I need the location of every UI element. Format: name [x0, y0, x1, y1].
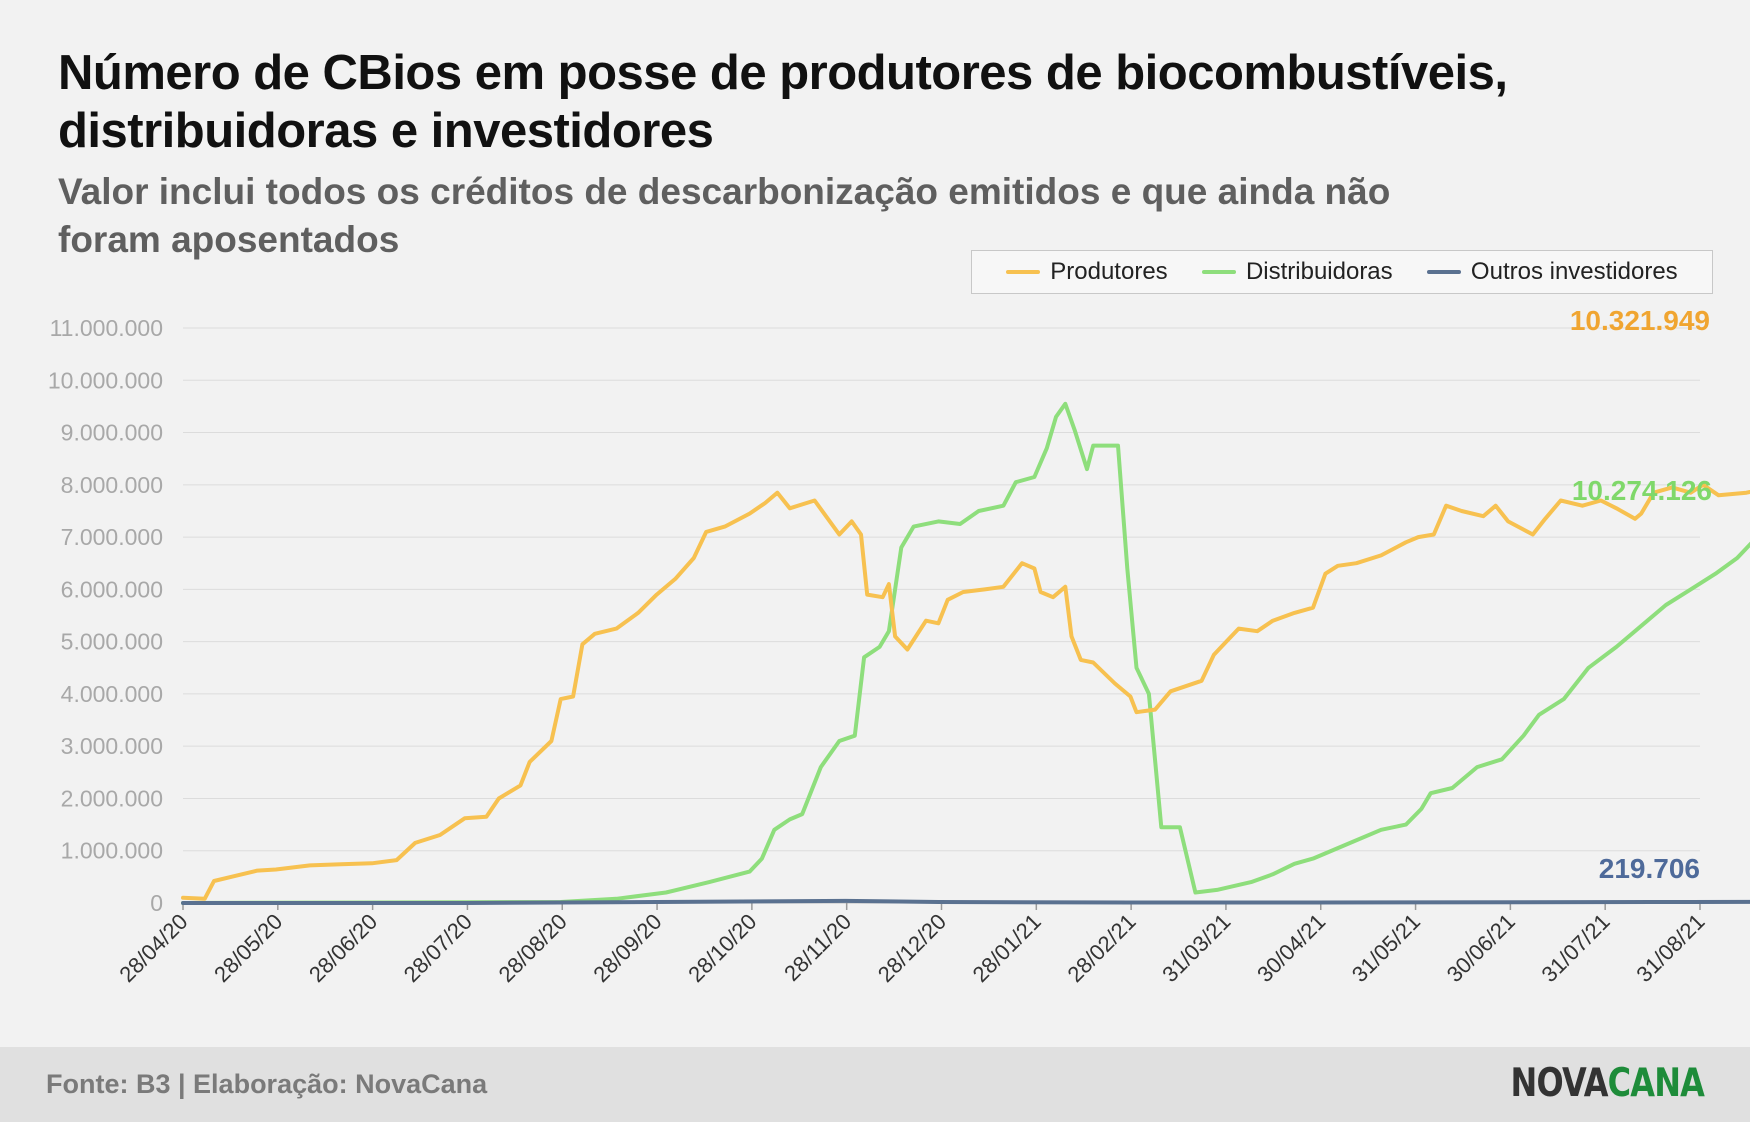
footer: Fonte: B3 | Elaboração: NovaCana NOVACAN…	[0, 1047, 1750, 1122]
logo-part-cana: CANA	[1607, 1061, 1705, 1106]
x-tick-label: 30/04/21	[1252, 909, 1330, 987]
y-tick-label: 1.000.000	[61, 838, 163, 864]
x-tick-label: 30/06/21	[1442, 909, 1520, 987]
x-tick-label: 28/11/20	[779, 909, 856, 986]
x-tick-label: 28/02/21	[1062, 909, 1140, 987]
y-tick-label: 10.000.000	[48, 367, 163, 393]
chart-series	[181, 401, 1750, 905]
legend-label-outros: Outros investidores	[1470, 258, 1678, 285]
x-tick-label: 28/05/20	[209, 909, 287, 987]
logo-part-nova: NOVA	[1510, 1061, 1608, 1106]
x-tick-label: 28/10/20	[683, 909, 761, 987]
y-axis: 0 1.000.000 2.000.000 3.000.000 4.000.000 5.0…	[48, 315, 163, 916]
y-tick-label: 11.000.000	[50, 315, 163, 341]
legend-label-produtores: Produtores	[1050, 258, 1168, 285]
legend-swatch-outros	[1426, 270, 1461, 274]
series-line-distribuidoras	[181, 401, 1750, 905]
legend-item-produtores: Produtores	[1006, 258, 1168, 286]
y-tick-label: 6.000.000	[61, 576, 163, 602]
end-label-produtores: 10.321.949	[1570, 305, 1710, 336]
x-tick-label: 28/08/20	[494, 909, 572, 987]
end-label-outros-investidores: 219.706	[1599, 853, 1700, 884]
chart-subtitle: Valor inclui todos os créditos de descar…	[58, 171, 1391, 260]
legend-swatch-distribuidoras	[1201, 270, 1236, 274]
series-line-outros-investidores	[181, 898, 1750, 905]
legend-swatch-produtores	[1006, 270, 1041, 274]
x-tick-label: 31/08/21	[1631, 909, 1709, 987]
series-line-produtores	[181, 482, 1750, 901]
y-tick-label: 4.000.000	[61, 681, 163, 707]
x-tick-label: 31/03/21	[1157, 909, 1235, 987]
source-note: Fonte: B3 | Elaboração: NovaCana	[46, 1069, 488, 1099]
y-tick-label: 2.000.000	[61, 785, 163, 811]
x-tick-label: 28/12/20	[873, 909, 951, 987]
y-tick-label: 9.000.000	[61, 420, 163, 446]
x-tick-label: 28/07/20	[399, 909, 477, 987]
y-tick-label: 5.000.000	[61, 629, 163, 655]
line-chart: 0 1.000.000 2.000.000 3.000.000 4.000.000 5.0…	[48, 305, 1750, 987]
y-tick-label: 8.000.000	[61, 472, 163, 498]
end-label-distribuidoras: 10.274.126	[1572, 475, 1712, 506]
x-tick-label: 31/05/21	[1347, 909, 1425, 987]
chart-title: Número de CBios em posse de produtores d…	[58, 46, 1508, 158]
x-tick-label: 28/09/20	[588, 909, 666, 987]
end-value-labels: 10.321.949 10.274.126 219.706	[1570, 305, 1712, 884]
x-axis: 28/04/20 28/05/20 28/06/20 28/07/20 28/08/20…	[114, 903, 1710, 987]
legend-label-distribuidoras: Distribuidoras	[1245, 258, 1393, 285]
y-tick-label: 3.000.000	[61, 733, 163, 759]
legend-item-outros: Outros investidores	[1426, 258, 1678, 286]
x-tick-label: 28/01/21	[968, 909, 1046, 987]
x-tick-label: 28/06/20	[304, 909, 382, 987]
y-tick-label: 0	[150, 890, 163, 916]
novacana-logo: NOVACANA	[1510, 1061, 1704, 1106]
y-tick-label: 7.000.000	[61, 524, 163, 550]
x-tick-label: 28/04/20	[114, 909, 192, 987]
chart-legend: Produtores Distribuidoras Outros investi…	[971, 250, 1713, 294]
legend-item-distribuidoras: Distribuidoras	[1201, 258, 1393, 286]
x-tick-label: 31/07/21	[1536, 909, 1614, 987]
